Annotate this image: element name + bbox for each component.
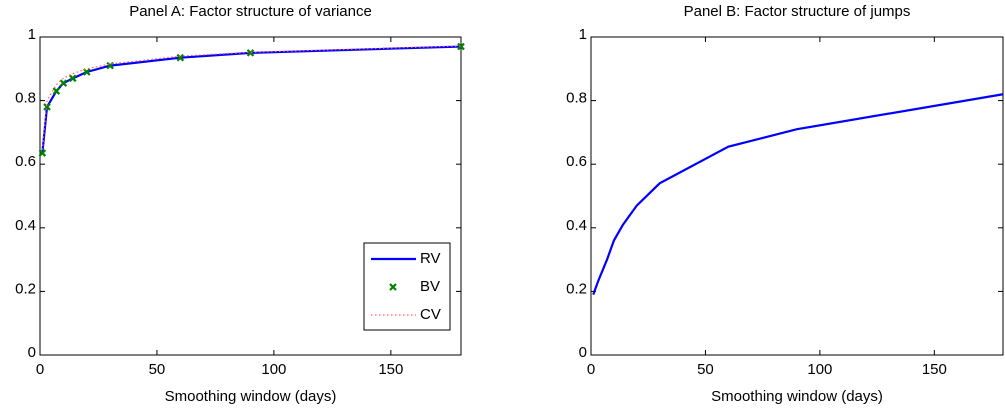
chart-title: Panel B: Factor structure of jumps [684,3,911,20]
y-tick-label: 0 [28,344,36,361]
x-tick-label: 150 [378,361,403,378]
data-point [38,149,47,157]
y-tick-label: 0.6 [566,153,587,170]
data-point [176,53,185,62]
y-tick-label: 0.2 [566,280,587,297]
series-line [592,93,1004,295]
x-tick-label: 50 [697,361,714,378]
y-tick-label: 0.4 [566,217,587,234]
chart-title: Panel A: Factor structure of variance [129,3,372,20]
x-tick-label: 150 [922,361,947,378]
x-tick-label: 0 [36,361,44,378]
marker-shape [176,53,185,62]
marker-shape [246,49,255,57]
plot-frame [39,36,462,356]
x-axis-label: Smoothing window (days) [711,388,883,405]
x-tick-label: 0 [587,361,595,378]
data-point [43,103,51,111]
y-tick-label: 0.8 [15,90,36,107]
legend: RV BV CV [363,242,451,331]
x-tick-label: 100 [261,361,286,378]
data-point [52,87,61,95]
marker-shape [59,79,68,87]
data-point [59,79,68,87]
x-tick-label: 100 [807,361,832,378]
marker-shape [457,42,465,51]
plot-frame [590,36,1004,356]
x-axis-label: Smoothing window (days) [165,388,337,405]
x-tick-label: 50 [149,361,166,378]
y-tick-label: 1 [28,26,36,43]
marker-shape [43,103,51,111]
legend-label: CV [420,306,441,323]
y-tick-label: 0.4 [15,217,36,234]
y-tick-label: 0 [579,344,587,361]
data-point [457,42,465,51]
legend-label: RV [420,250,441,267]
marker-shape [38,149,47,157]
data-point [68,74,77,83]
marker-shape [389,283,397,291]
y-tick-label: 0.6 [15,153,36,170]
y-tick-label: 1 [579,26,587,43]
legend-label: BV [420,278,440,295]
y-tick-label: 0.2 [15,280,36,297]
y-tick-label: 0.8 [566,90,587,107]
series-line [41,45,462,154]
series-line [41,45,462,150]
marker-shape [52,87,61,95]
marker-shape [68,74,77,83]
data-point [246,49,255,57]
data-point [389,283,397,291]
